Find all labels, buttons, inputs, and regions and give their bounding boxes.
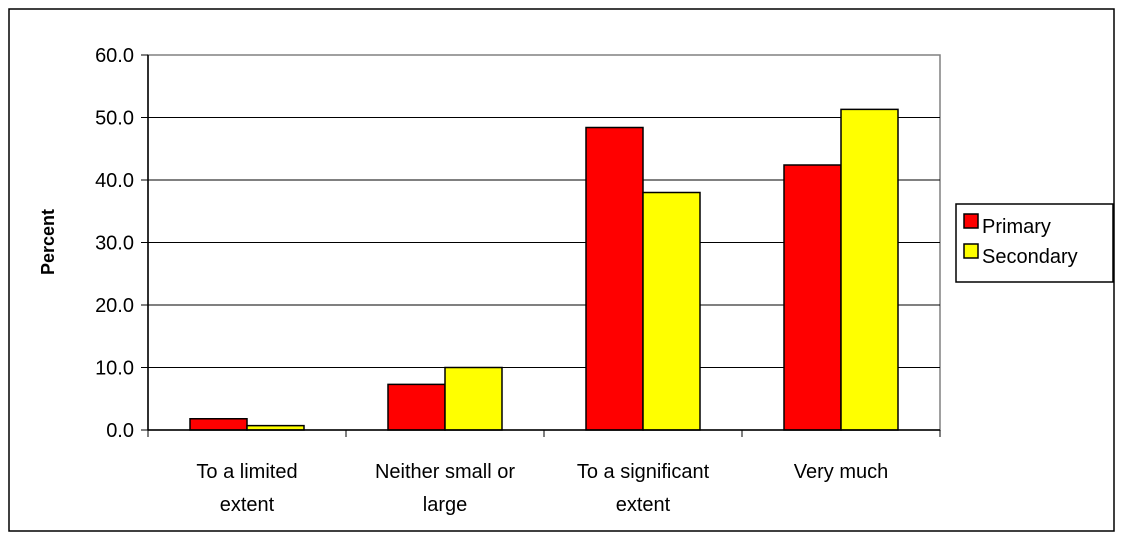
bar-secondary-4 <box>840 108 899 431</box>
category-label: extent <box>220 494 275 516</box>
legend-label-primary: Primary <box>982 216 1051 238</box>
y-axis-label: Percent <box>38 209 58 275</box>
category-label: extent <box>616 494 671 516</box>
category-label: Neither small or <box>375 461 515 483</box>
legend-swatch-primary <box>963 213 979 229</box>
bar-primary-2 <box>387 383 446 431</box>
bar-primary-3 <box>585 126 644 431</box>
category-label: To a significant <box>577 461 710 483</box>
bar-primary-1 <box>189 418 248 431</box>
category-label: Very much <box>794 461 888 483</box>
y-tick-label: 10.0 <box>95 358 134 380</box>
y-tick-label: 0.0 <box>106 420 134 442</box>
y-tick-label: 60.0 <box>95 45 134 67</box>
y-tick-label: 20.0 <box>95 295 134 317</box>
bar-secondary-3 <box>642 191 701 431</box>
y-tick-label: 50.0 <box>95 108 134 130</box>
axes <box>141 54 941 437</box>
y-tick-label: 30.0 <box>95 233 134 255</box>
legend-box <box>955 203 1114 283</box>
category-label: large <box>423 494 467 516</box>
legend-swatch-secondary <box>963 243 979 259</box>
bars <box>189 108 899 431</box>
bar-secondary-2 <box>444 366 503 431</box>
y-tick-label: 40.0 <box>95 170 134 192</box>
y-tick-labels: 0.0 10.0 20.0 30.0 40.0 50.0 60.0 <box>95 45 134 442</box>
category-label: To a limited <box>196 461 297 483</box>
legend-label-secondary: Secondary <box>982 246 1078 268</box>
bar-primary-4 <box>783 164 842 431</box>
category-labels: To a limited extent Neither small or large T… <box>196 461 888 516</box>
legend: Primary Secondary <box>955 203 1114 283</box>
